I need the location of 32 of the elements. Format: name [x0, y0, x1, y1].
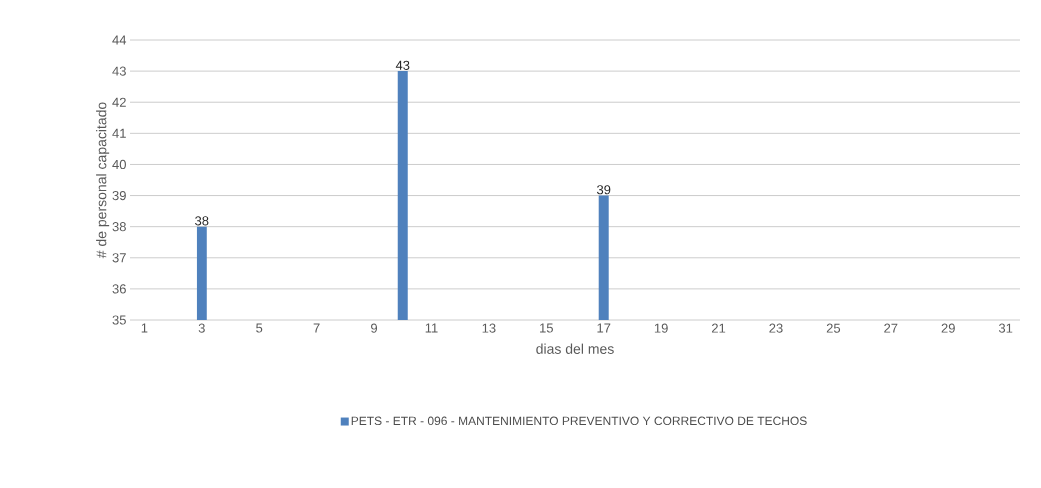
y-tick-label: 42 [112, 97, 126, 107]
x-tick-label: 27 [884, 323, 898, 333]
legend-label: PETS - ETR - 096 - MANTENIMIENTO PREVENTIVO Y CORRECTIVO DE TECHOS [351, 416, 807, 426]
x-tick-label: 29 [941, 323, 955, 333]
x-tick-label: 31 [998, 323, 1013, 333]
y-tick-label: 35 [112, 315, 126, 325]
x-tick-label: 11 [425, 323, 438, 333]
x-tick-label: 1 [141, 323, 148, 333]
data-label: 38 [195, 216, 209, 226]
data-label: 39 [596, 185, 611, 195]
y-tick-label: 41 [112, 128, 126, 138]
x-tick-label: 21 [711, 323, 726, 333]
y-tick-label: 40 [112, 159, 126, 170]
y-axis-title: # de personal capacitado [96, 102, 110, 259]
x-tick-label: 7 [313, 323, 320, 333]
y-tick-label: 44 [112, 35, 127, 45]
x-tick-label: 13 [482, 323, 496, 333]
x-tick-label: 9 [371, 323, 378, 333]
x-tick-label: 3 [198, 323, 205, 333]
y-tick-label: 43 [112, 66, 126, 76]
data-label: 43 [395, 60, 410, 70]
y-tick-label: 37 [112, 253, 126, 263]
x-tick-label: 15 [540, 323, 553, 333]
x-axis-title: dias del mes [536, 343, 614, 354]
x-tick-label: 17 [597, 323, 611, 333]
y-tick-label: 36 [112, 284, 126, 294]
x-tick-label: 25 [826, 323, 841, 333]
y-tick-label: 38 [112, 222, 126, 232]
x-tick-label: 5 [256, 323, 263, 333]
x-tick-label: 19 [654, 323, 668, 333]
y-tick-label: 39 [112, 190, 126, 201]
x-tick-label: 23 [769, 323, 783, 333]
